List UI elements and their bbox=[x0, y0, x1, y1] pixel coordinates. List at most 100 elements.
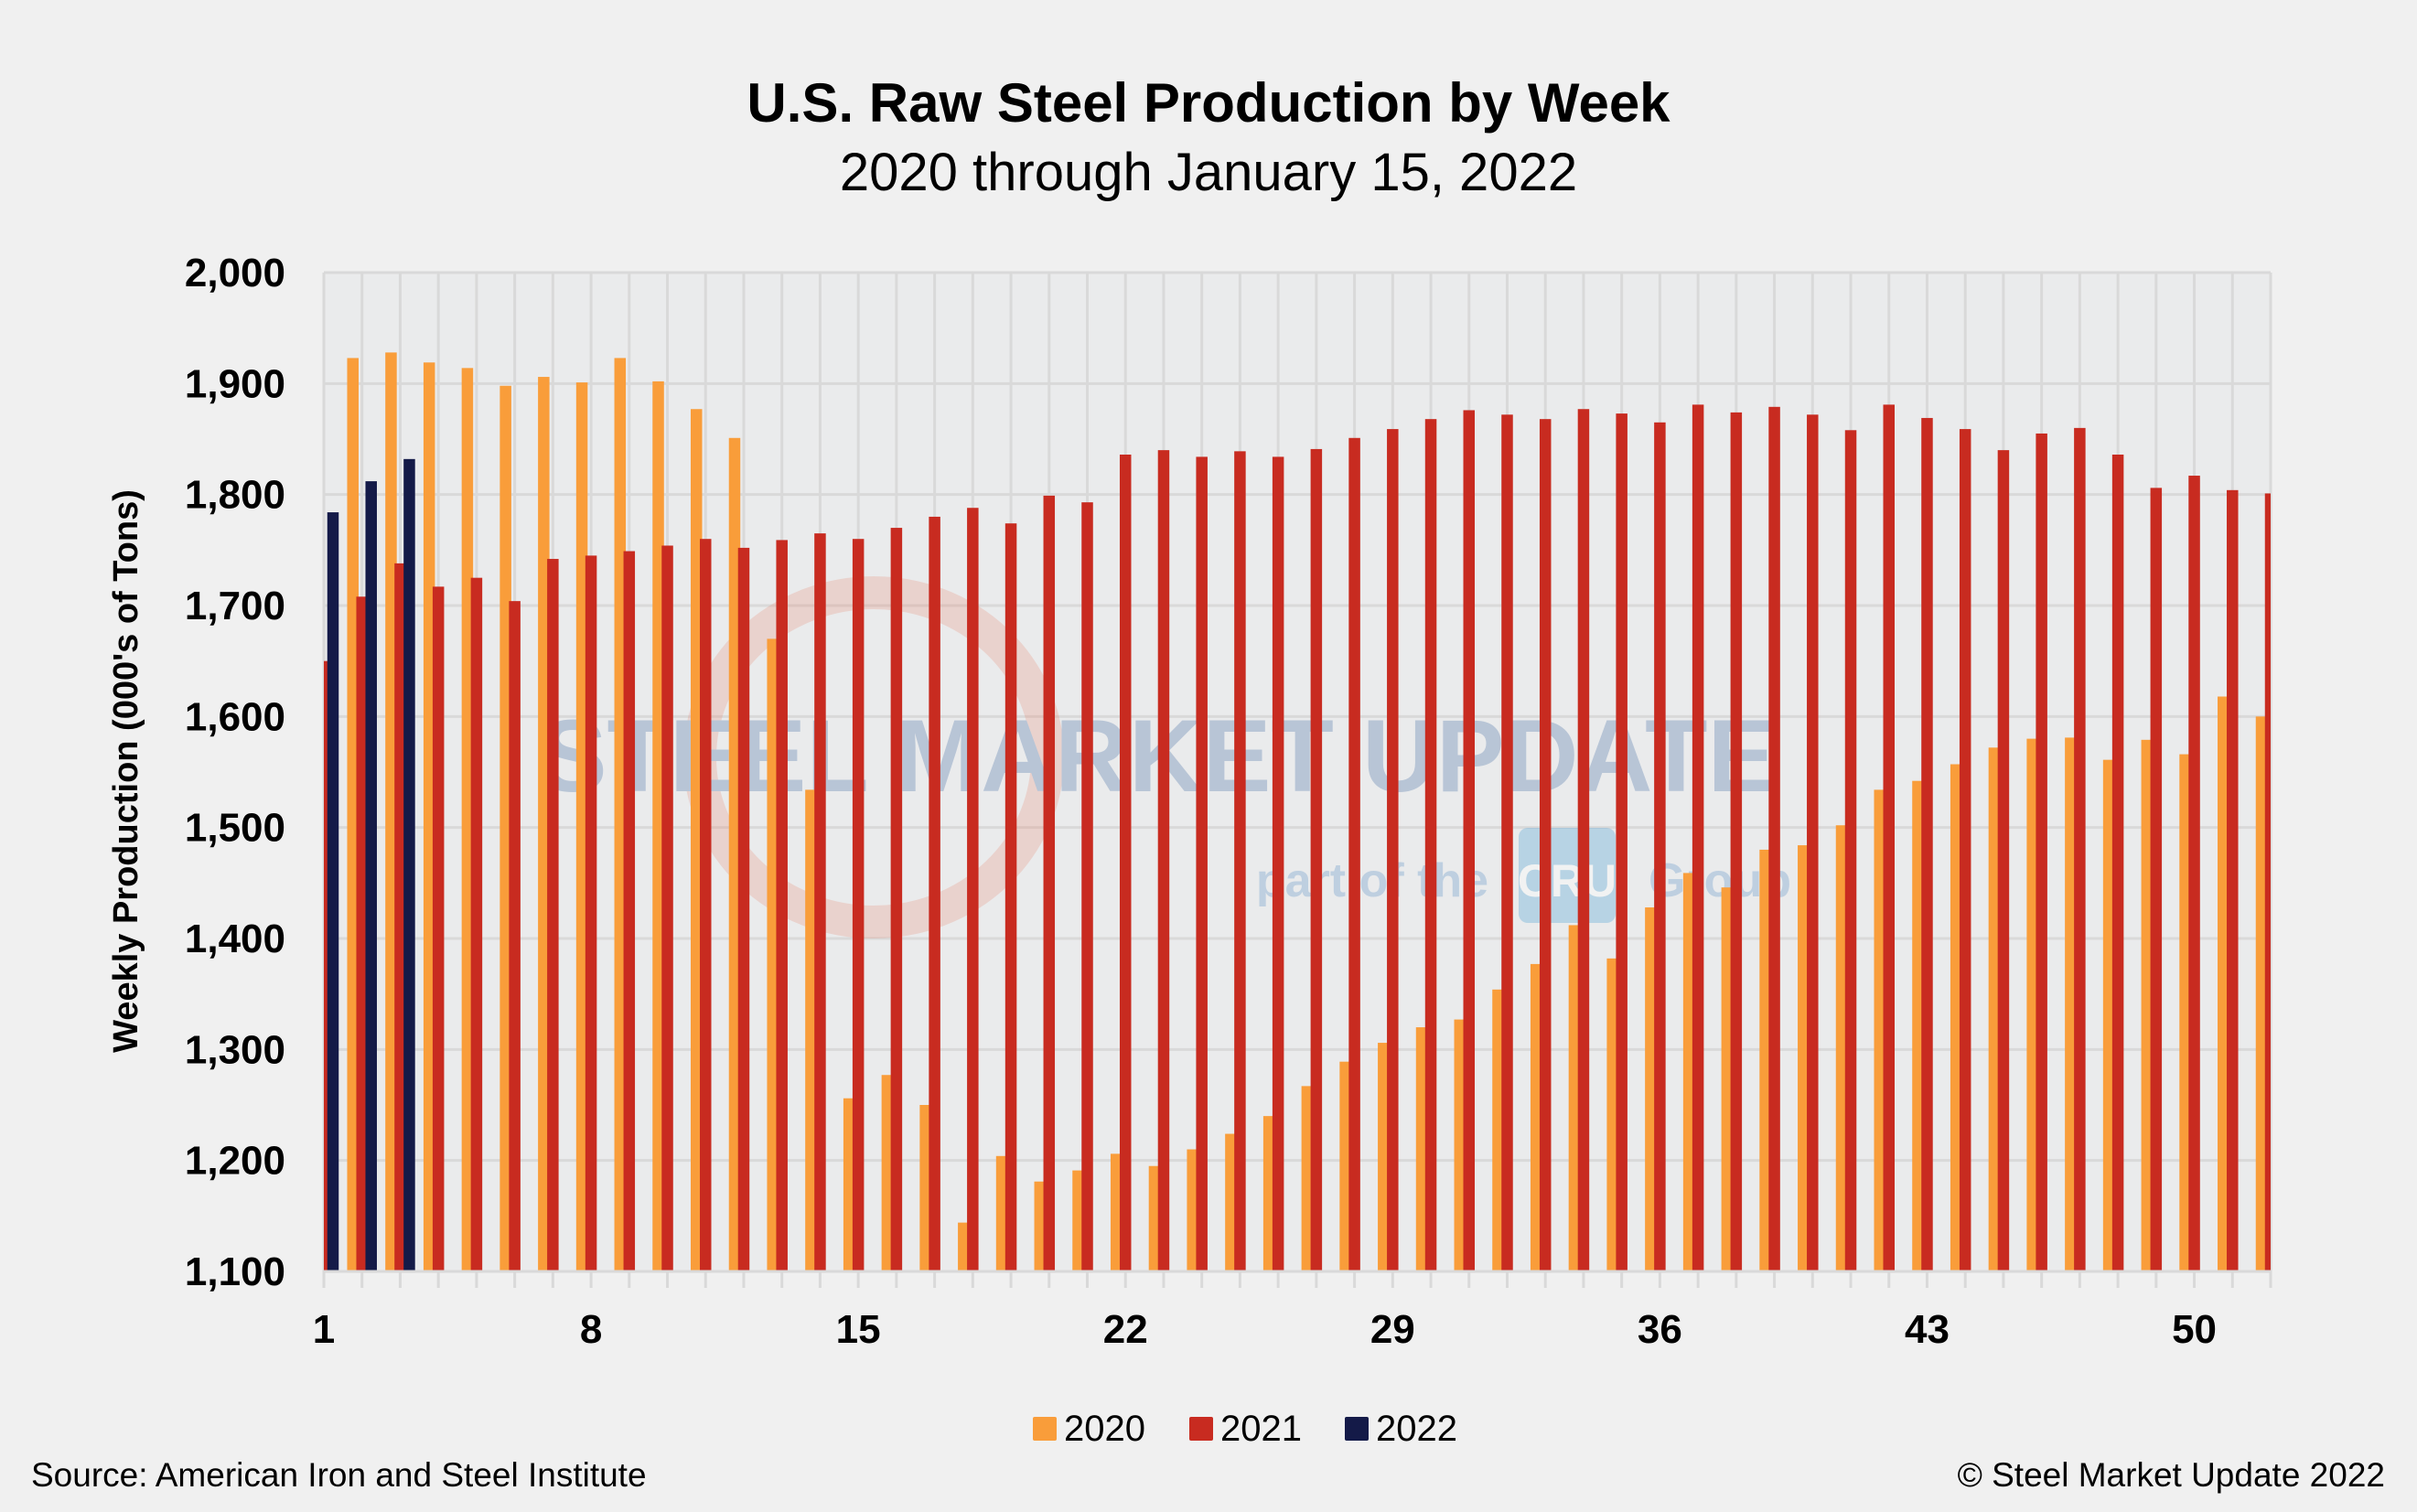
bar-2020-week-34 bbox=[1568, 925, 1581, 1271]
bar-2021-week-17 bbox=[929, 516, 940, 1271]
legend-label-2020: 2020 bbox=[1064, 1409, 1145, 1449]
bar-2020-week-15 bbox=[843, 1098, 855, 1271]
bar-2021-week-38 bbox=[1730, 412, 1743, 1271]
y-tick-label: 1,200 bbox=[185, 1139, 285, 1184]
bar-2020-week-14 bbox=[805, 789, 817, 1271]
bar-2021-week-6 bbox=[509, 601, 521, 1271]
bar-2020-week-49 bbox=[2141, 739, 2154, 1271]
x-axis-ticks: 1 8 15 22 29 36 43 50 bbox=[313, 1307, 2217, 1352]
bar-2020-week-21 bbox=[1072, 1170, 1084, 1271]
bar-2021-week-15 bbox=[852, 539, 865, 1271]
bar-2021-week-45 bbox=[1997, 450, 2010, 1271]
bar-2020-week-45 bbox=[1988, 747, 2001, 1271]
bar-2021-week-18 bbox=[967, 508, 979, 1271]
bar-2021-week-2 bbox=[356, 596, 368, 1271]
bar-2021-week-48 bbox=[2111, 454, 2124, 1271]
bar-2022-week-3 bbox=[403, 458, 415, 1271]
bar-2020-week-3 bbox=[385, 352, 397, 1271]
bar-2021-week-21 bbox=[1081, 502, 1093, 1271]
legend-swatch-2020 bbox=[1033, 1417, 1057, 1441]
bar-2021-week-39 bbox=[1768, 406, 1780, 1271]
bar-2020-week-26 bbox=[1262, 1116, 1275, 1271]
bar-2020-week-35 bbox=[1606, 958, 1618, 1271]
bar-2021-week-33 bbox=[1539, 419, 1552, 1271]
bar-2021-week-12 bbox=[737, 547, 750, 1271]
watermark-line2-pre: part of the bbox=[1256, 854, 1488, 907]
bar-2020-week-18 bbox=[958, 1222, 970, 1271]
bar-2021-week-47 bbox=[2074, 427, 2086, 1271]
legend-swatch-2021 bbox=[1189, 1417, 1213, 1441]
legend-swatch-2022 bbox=[1345, 1417, 1369, 1441]
chart-title: U.S. Raw Steel Production by Week bbox=[747, 72, 1670, 134]
bar-2021-week-24 bbox=[1196, 456, 1208, 1271]
bar-2020-week-19 bbox=[995, 1155, 1008, 1271]
bar-2020-week-44 bbox=[1950, 764, 1962, 1271]
bar-2021-week-52 bbox=[2264, 493, 2271, 1271]
bar-2020-week-23 bbox=[1148, 1165, 1161, 1271]
bar-2021-week-4 bbox=[432, 586, 445, 1271]
chart-subtitle: 2020 through January 15, 2022 bbox=[840, 143, 1577, 202]
bar-2022-week-1 bbox=[327, 512, 339, 1271]
bar-2021-week-10 bbox=[661, 545, 673, 1271]
legend: 2020 2021 2022 bbox=[1033, 1409, 1457, 1449]
bar-2021-week-44 bbox=[1959, 429, 1971, 1271]
x-tick-label: 43 bbox=[1905, 1307, 1950, 1352]
bar-2021-week-30 bbox=[1424, 419, 1437, 1271]
bar-2020-week-12 bbox=[728, 437, 741, 1271]
bar-2020-week-38 bbox=[1721, 887, 1734, 1271]
bar-2021-week-11 bbox=[700, 539, 712, 1271]
bar-2020-week-9 bbox=[614, 358, 627, 1271]
bar-2021-week-3 bbox=[394, 563, 406, 1271]
bar-2020-week-17 bbox=[919, 1105, 931, 1271]
y-tick-label: 1,900 bbox=[185, 361, 285, 406]
y-axis-label: Weekly Production (000's of Tons) bbox=[107, 489, 145, 1053]
bar-2020-week-6 bbox=[500, 385, 511, 1271]
x-tick-label: 36 bbox=[1638, 1307, 1682, 1352]
bar-2020-week-11 bbox=[691, 409, 703, 1271]
source-note: Source: American Iron and Steel Institut… bbox=[31, 1456, 647, 1494]
bar-2020-week-33 bbox=[1530, 963, 1542, 1271]
bar-2020-week-47 bbox=[2065, 737, 2077, 1271]
bar-2020-week-29 bbox=[1378, 1043, 1390, 1271]
bar-2020-week-48 bbox=[2102, 759, 2115, 1271]
y-tick-label: 1,100 bbox=[185, 1249, 285, 1294]
watermark-badge: CRU bbox=[1518, 855, 1617, 906]
bar-2020-week-40 bbox=[1798, 845, 1810, 1271]
bar-2021-week-16 bbox=[890, 528, 903, 1271]
y-tick-label: 2,000 bbox=[185, 251, 285, 295]
bar-2021-week-13 bbox=[776, 540, 788, 1271]
bar-2021-week-1 bbox=[324, 660, 330, 1271]
bar-2020-week-24 bbox=[1187, 1149, 1198, 1271]
bar-2020-week-46 bbox=[2026, 738, 2038, 1271]
y-tick-label: 1,800 bbox=[185, 473, 285, 518]
bar-2021-week-29 bbox=[1387, 429, 1399, 1271]
y-tick-label: 1,300 bbox=[185, 1027, 285, 1072]
bar-2021-week-42 bbox=[1883, 404, 1895, 1271]
bar-2021-week-7 bbox=[547, 559, 559, 1271]
bar-2021-week-35 bbox=[1616, 413, 1627, 1271]
bars bbox=[324, 352, 2271, 1271]
bar-2021-week-40 bbox=[1807, 414, 1819, 1271]
bar-2020-week-2 bbox=[347, 358, 359, 1271]
y-tick-label: 1,700 bbox=[185, 584, 285, 628]
bar-2020-week-37 bbox=[1682, 873, 1695, 1271]
bar-2020-week-28 bbox=[1339, 1061, 1351, 1271]
x-tick-label: 8 bbox=[580, 1307, 602, 1352]
bar-2021-week-37 bbox=[1692, 404, 1704, 1271]
bar-2021-week-31 bbox=[1463, 410, 1476, 1271]
watermark-line1: STEEL MARKET UPDATE bbox=[539, 699, 1776, 813]
legend-label-2022: 2022 bbox=[1376, 1409, 1457, 1449]
bar-2020-week-42 bbox=[1874, 789, 1885, 1271]
bar-2021-week-36 bbox=[1654, 422, 1666, 1271]
bar-2020-week-16 bbox=[881, 1075, 894, 1271]
y-tick-label: 1,600 bbox=[185, 694, 285, 739]
bar-2020-week-51 bbox=[2218, 696, 2229, 1271]
bar-2021-week-43 bbox=[1921, 417, 1933, 1271]
x-tick-label: 22 bbox=[1103, 1307, 1148, 1352]
x-tick-label: 50 bbox=[2172, 1307, 2217, 1352]
bar-2021-week-34 bbox=[1577, 409, 1590, 1271]
bar-2020-week-5 bbox=[461, 368, 474, 1271]
bar-2021-week-26 bbox=[1272, 456, 1284, 1271]
bar-2020-week-25 bbox=[1225, 1133, 1237, 1271]
bar-2020-week-10 bbox=[652, 381, 664, 1271]
